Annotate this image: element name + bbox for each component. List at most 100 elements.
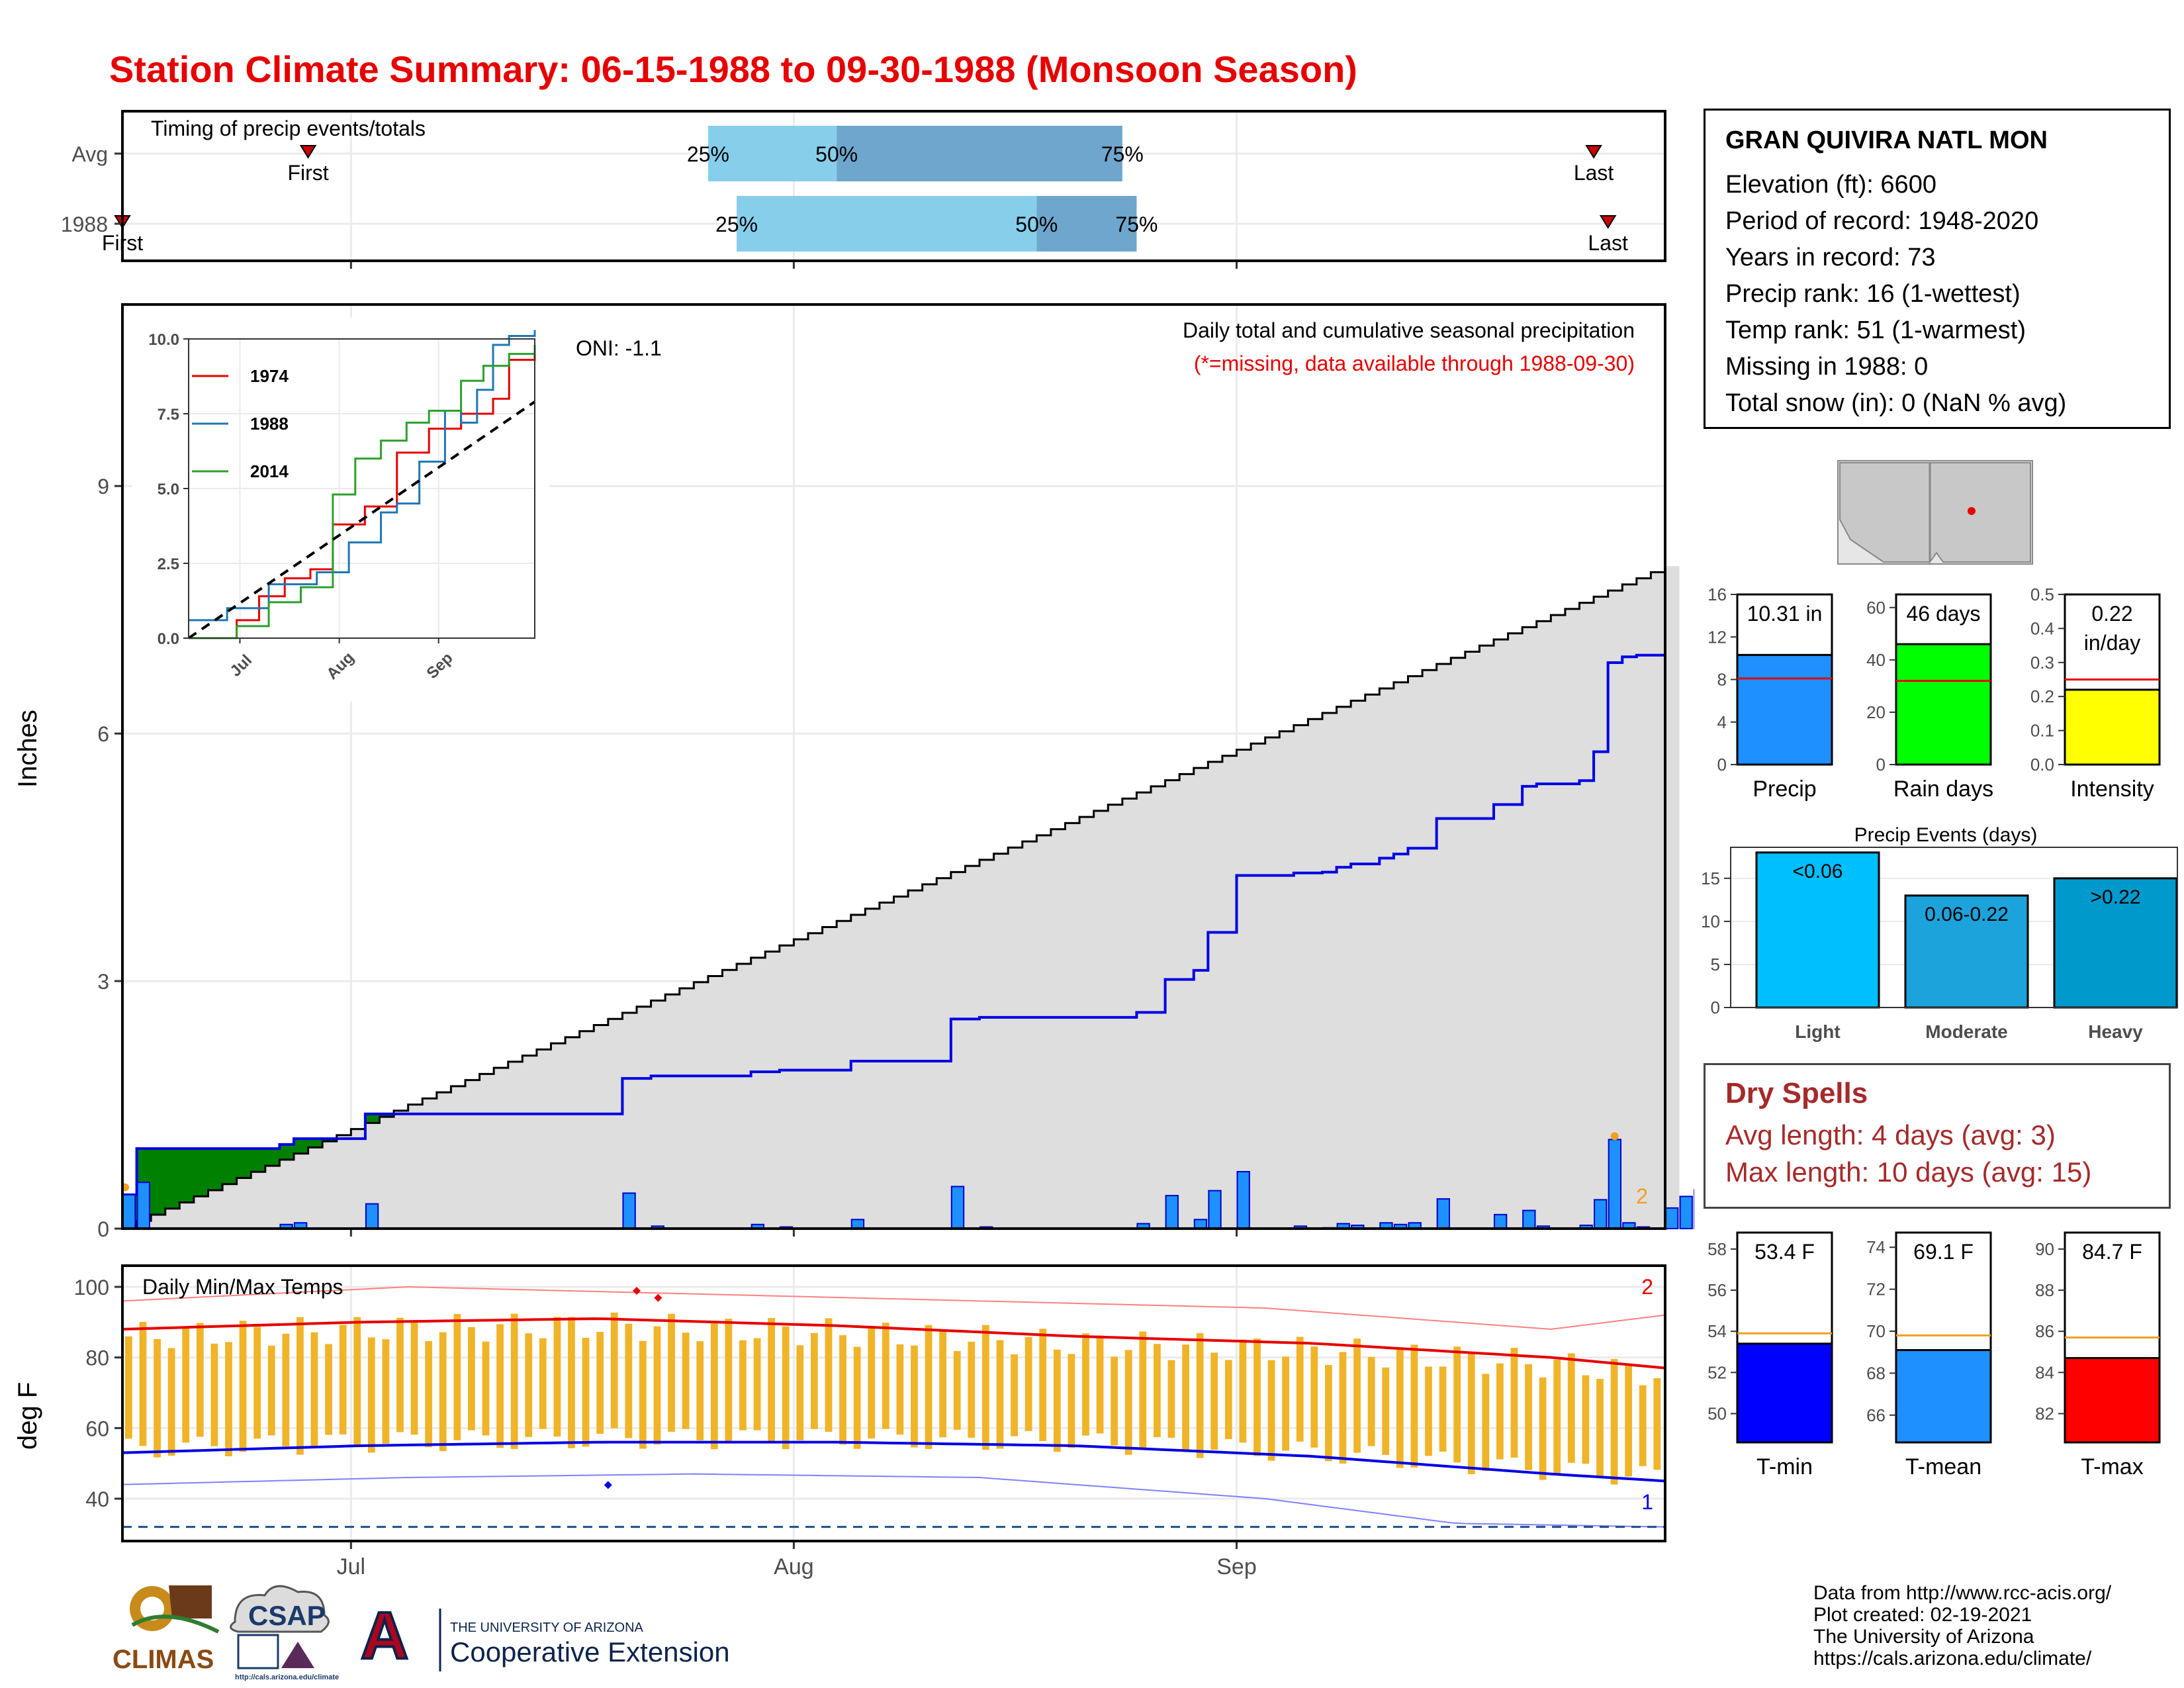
daily-temp-bar <box>239 1321 247 1452</box>
daily-precip-bar <box>950 1186 965 1229</box>
daily-temp-bar <box>953 1350 961 1430</box>
daily-temp-bar <box>768 1318 776 1443</box>
events-bar <box>1755 851 1880 1009</box>
daily-temp-bar <box>882 1323 889 1429</box>
daily-temp-bar <box>782 1326 790 1450</box>
daily-temp-bar <box>1467 1353 1475 1474</box>
temp-ylabel: deg F <box>13 1382 42 1450</box>
precip-title: Daily total and cumulative seasonal prec… <box>1183 318 1635 342</box>
daily-temp-bar <box>1196 1333 1204 1458</box>
daily-temp-bar <box>210 1343 218 1446</box>
precip-corner-count: 2 <box>1636 1184 1648 1208</box>
dry-spells-title: Dry Spells <box>1725 1077 1868 1109</box>
timing-bar-q2 <box>737 196 1037 252</box>
temp-frame <box>121 1264 1666 1542</box>
inset-ytick-label: 10.0 <box>148 331 179 349</box>
daily-temp-bar <box>1082 1333 1089 1436</box>
summary-value-label: 0.22 <box>2091 602 2132 626</box>
station-row: Years in record: 73 <box>1725 244 1936 271</box>
precip-ytick-label: 9 <box>97 475 109 498</box>
daily-temp-bar <box>1139 1331 1147 1449</box>
daily-temp-bar <box>1367 1356 1375 1446</box>
daily-temp-bar <box>1639 1385 1647 1466</box>
summary-ytick-label: 70 <box>1866 1321 1886 1341</box>
daily-temp-bar <box>968 1341 976 1438</box>
csap-logo: CSAP http://cals.arizona.edu/climate <box>230 1585 339 1681</box>
daily-precip-bar <box>622 1192 636 1229</box>
summary-ytick-label: 0.1 <box>2030 721 2054 741</box>
daily-temp-bar <box>853 1346 861 1449</box>
daily-temp-bar <box>1625 1363 1633 1477</box>
summary-value-label: 84.7 F <box>2082 1240 2142 1264</box>
location-map <box>1837 460 2033 565</box>
timing-row-label: 1988 <box>61 212 108 236</box>
summary-ytick-label: 90 <box>2035 1239 2054 1259</box>
inset-frame <box>188 338 535 639</box>
inset-avg-line <box>187 400 536 639</box>
summary-bar <box>2064 688 2161 766</box>
precip-departure-fill <box>379 1113 394 1117</box>
daily-temp-bar <box>1482 1374 1490 1472</box>
avg-max-line <box>122 1317 1666 1370</box>
summary-charts: 10.31 in 0 4 8 12 16 Precip 46 days 0 20 40 60 Rain … <box>1701 585 2178 1479</box>
inset-ytick-label: 2.5 <box>158 555 179 573</box>
daily-temp-bar <box>182 1327 190 1443</box>
precip-departure-fill <box>251 1149 266 1172</box>
events-bar <box>1904 894 2029 1009</box>
record-max-marker <box>633 1287 641 1295</box>
daily-temp-bar <box>410 1321 418 1435</box>
summary-value-label: 10.31 in <box>1747 602 1823 626</box>
temp-ytick-label: 100 <box>74 1276 109 1299</box>
summary-xlabel: Intensity <box>2070 776 2154 802</box>
daily-temp-bar <box>682 1333 690 1429</box>
temp-count-bottom: 1 <box>1641 1490 1653 1514</box>
daily-temp-bar <box>510 1313 518 1450</box>
precip-departure-fill <box>193 1149 208 1197</box>
daily-temp-bar <box>225 1342 232 1457</box>
temp-bg <box>122 1266 1665 1541</box>
daily-precip-bar <box>1594 1199 1608 1229</box>
daily-temp-bar <box>1325 1364 1332 1462</box>
daily-temp-bar <box>696 1341 704 1440</box>
summary-ytick-label: 74 <box>1866 1237 1886 1257</box>
daily-temp-bar <box>1382 1367 1390 1455</box>
dry-spells-avg: Avg length: 4 days (avg: 3) <box>1725 1119 2056 1150</box>
daily-temp-bar <box>1024 1336 1032 1431</box>
daily-temp-bar <box>796 1345 804 1440</box>
summary-ytick-label: 0 <box>1876 755 1886 774</box>
timing-p75-label: 75% <box>1101 142 1144 166</box>
ua-bottom-text: Cooperative Extension <box>450 1636 730 1667</box>
daily-temp-bar <box>911 1345 918 1448</box>
precip-departure-fill <box>151 1149 166 1215</box>
precip-ylabel: Inches <box>13 710 42 788</box>
daily-temp-bar <box>553 1317 561 1437</box>
timing-p50-label: 50% <box>1015 212 1058 236</box>
record-min-line <box>122 1473 1666 1528</box>
summary-ytick-label: 4 <box>1717 712 1727 732</box>
temp-count-top: 2 <box>1641 1275 1653 1299</box>
temp-xtick-label: Aug <box>774 1554 814 1579</box>
summary-value-label: in/day <box>2084 631 2140 655</box>
events-ytick-label: 5 <box>1711 955 1720 974</box>
precip-events-title: Precip Events (days) <box>1854 824 2038 846</box>
summary-bar <box>1736 653 1833 766</box>
summary-ytick-label: 0 <box>1717 755 1727 774</box>
page-title: Station Climate Summary: 06-15-1988 to 0… <box>109 48 1357 90</box>
daily-temp-bar <box>167 1348 175 1456</box>
temp-title: Daily Min/Max Temps <box>142 1275 343 1299</box>
daily-temp-bar <box>196 1323 204 1437</box>
precip-departure-fill <box>165 1149 180 1209</box>
precip-frame <box>121 303 1666 1230</box>
inset-ytick-label: 5.0 <box>158 481 179 498</box>
daily-precip-bar <box>1236 1170 1250 1230</box>
daily-temp-bar <box>325 1344 332 1435</box>
daily-temp-bar <box>1053 1349 1061 1452</box>
daily-temp-bar <box>1224 1360 1232 1440</box>
timing-p25-label: 25% <box>687 142 729 166</box>
daily-temp-bar <box>1596 1379 1604 1477</box>
inset-legend-label: 1988 <box>250 414 289 434</box>
summary-ytick-label: 88 <box>2035 1280 2054 1300</box>
summary-bar <box>1895 1349 1992 1444</box>
inset-series-line <box>189 345 536 639</box>
